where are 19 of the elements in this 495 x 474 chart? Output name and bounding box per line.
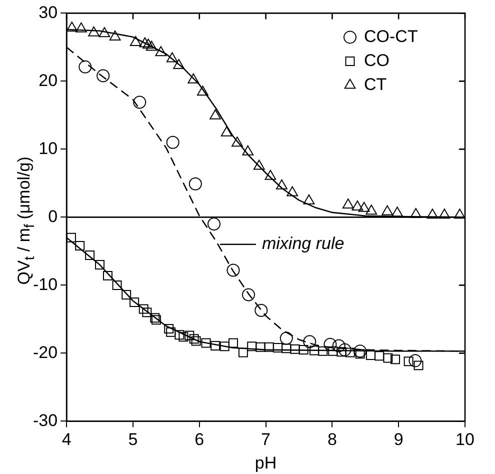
y-tick-label: 30 [38,2,58,22]
y-tick-label: 10 [38,138,58,158]
x-tick-label: 10 [456,430,474,450]
y-tick-label: 20 [38,70,58,90]
annotation: mixing rule [262,234,344,254]
y-tick-label: -30 [32,410,58,430]
y-tick-label: -10 [32,274,58,294]
x-tick-label: 4 [62,430,72,450]
x-tick-label: 9 [394,430,404,450]
legend-label: CO [364,50,390,70]
x-tick-label: 7 [261,430,271,450]
x-tick-label: 6 [194,430,204,450]
y-tick-label: -20 [32,342,58,362]
legend-label: CT [364,74,387,94]
y-tick-label: 0 [48,206,58,226]
legend-label: CO-CT [364,26,418,46]
x-tick-label: 5 [128,430,138,450]
x-tick-label: 8 [327,430,337,450]
x-axis-title: pH [254,453,277,472]
